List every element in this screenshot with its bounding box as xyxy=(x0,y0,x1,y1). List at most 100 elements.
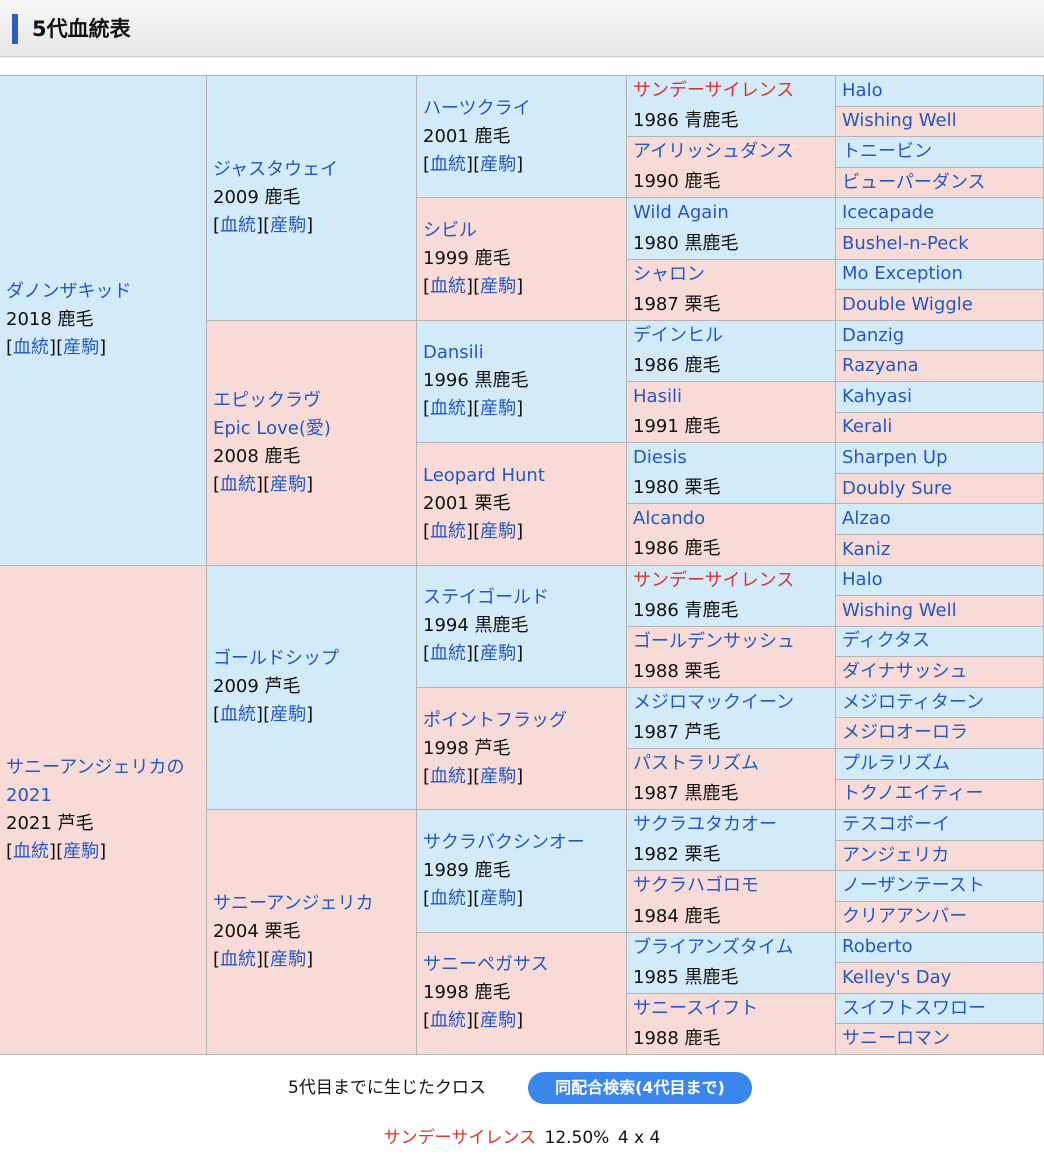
horse-name[interactable]: メジロマックイーン xyxy=(633,691,795,713)
horse-name[interactable]: サニースイフト xyxy=(633,997,759,1019)
horse-name[interactable]: Dansili xyxy=(423,342,484,364)
horse-name[interactable]: Danzig xyxy=(842,324,905,346)
link[interactable]: 血統 xyxy=(220,473,257,495)
horse-name[interactable]: サクラユタカオー xyxy=(633,814,777,836)
horse-name[interactable]: ハーツクライ xyxy=(423,97,531,119)
link[interactable]: 産駒 xyxy=(63,840,100,862)
horse-name[interactable]: シャロン xyxy=(633,263,705,285)
link[interactable]: 産駒 xyxy=(480,887,517,909)
pedigree-cell: サニーペガサス 1998 鹿毛 [血統][産駒] xyxy=(416,931,627,1055)
horse-name[interactable]: トニービン xyxy=(842,140,932,162)
link[interactable]: 産駒 xyxy=(270,949,307,971)
horse-name[interactable]: Halo xyxy=(842,79,883,101)
horse-name[interactable]: Doubly Sure xyxy=(842,477,952,499)
horse-name[interactable]: ゴールデンサッシュ xyxy=(633,630,795,652)
link[interactable]: 血統 xyxy=(430,887,467,909)
horse-name[interactable]: クリアアンバー xyxy=(842,905,968,927)
horse-name[interactable]: サクラバクシンオー xyxy=(423,831,585,853)
horse-name[interactable]: Razyana xyxy=(842,355,919,377)
horse-alt-name[interactable]: Epic Love(愛) xyxy=(213,417,331,439)
link[interactable]: 産駒 xyxy=(270,704,307,726)
horse-name[interactable]: サニーペガサス xyxy=(423,954,549,976)
horse-name[interactable]: ノーザンテースト xyxy=(842,875,985,897)
horse-name[interactable]: Icecapade xyxy=(842,202,935,224)
link[interactable]: 血統 xyxy=(220,949,257,971)
horse-name[interactable]: ゴールドシップ xyxy=(213,648,339,670)
link[interactable]: 血統 xyxy=(430,520,467,542)
horse-name[interactable]: ポイントフラッグ xyxy=(423,709,567,731)
horse-name[interactable]: シビル xyxy=(423,220,477,242)
link[interactable]: 血統 xyxy=(430,1010,467,1032)
horse-name[interactable]: ディクタス xyxy=(842,630,931,652)
pedigree-cell: ディクタス xyxy=(835,625,1044,658)
horse-name[interactable]: アイリッシュダンス xyxy=(633,141,794,163)
link[interactable]: 産駒 xyxy=(480,765,517,787)
horse-name[interactable]: Kahyasi xyxy=(842,385,912,407)
horse-name[interactable]: ダイナサッシュ xyxy=(842,661,968,683)
horse-name[interactable]: スイフトスワロー xyxy=(842,997,986,1019)
horse-name[interactable]: Hasili xyxy=(633,385,682,407)
link[interactable]: 産駒 xyxy=(480,276,517,298)
horse-name[interactable]: プルラリズム xyxy=(842,752,950,774)
link[interactable]: 産駒 xyxy=(480,153,517,175)
horse-name[interactable]: サニーアンジェリカの2021 xyxy=(6,756,185,806)
horse-name[interactable]: Sharpen Up xyxy=(842,446,948,468)
horse-name[interactable]: ビューパーダンス xyxy=(842,171,986,193)
horse-name[interactable]: ブライアンズタイム xyxy=(633,936,794,958)
pedigree-cell: Kaniz xyxy=(835,533,1044,566)
horse-name[interactable]: パストラリズム xyxy=(633,753,759,775)
horse-name[interactable]: Wishing Well xyxy=(842,599,957,621)
horse-name[interactable]: ジャスタウェイ xyxy=(213,158,339,180)
link[interactable]: 血統 xyxy=(13,840,50,862)
horse-name[interactable]: Diesis xyxy=(633,447,687,469)
horse-name[interactable]: アンジェリカ xyxy=(842,844,950,866)
horse-name[interactable]: Alcando xyxy=(633,508,706,530)
horse-name[interactable]: デインヒル xyxy=(633,324,723,346)
link[interactable]: 産駒 xyxy=(480,520,517,542)
search-button[interactable]: 同配合検索(4代目まで) xyxy=(528,1072,752,1104)
link[interactable]: 産駒 xyxy=(480,398,517,420)
link[interactable]: 血統 xyxy=(430,765,467,787)
horse-name[interactable]: Leopard Hunt xyxy=(423,464,545,486)
cross-name[interactable]: サンデーサイレンス xyxy=(383,1128,536,1148)
horse-name[interactable]: Wishing Well xyxy=(842,110,957,132)
horse-name[interactable]: Double Wiggle xyxy=(842,293,973,315)
horse-name[interactable]: ステイゴールド xyxy=(423,587,549,609)
horse-name[interactable]: Mo Exception xyxy=(842,263,963,285)
horse-name[interactable]: テスコボーイ xyxy=(842,814,950,836)
link[interactable]: 血統 xyxy=(430,643,467,665)
horse-name[interactable]: エピックラヴ xyxy=(213,389,321,411)
horse-name[interactable]: Bushel-n-Peck xyxy=(842,232,969,254)
link[interactable]: 産駒 xyxy=(270,214,307,236)
horse-name[interactable]: サンデーサイレンス xyxy=(633,80,795,102)
link[interactable]: 産駒 xyxy=(480,1010,517,1032)
horse-name[interactable]: ダノンザキッド xyxy=(6,281,132,303)
link[interactable]: 血統 xyxy=(220,704,257,726)
link[interactable]: 産駒 xyxy=(480,643,517,665)
horse-name[interactable]: サニーアンジェリカ xyxy=(213,893,374,915)
horse-name[interactable]: Alzao xyxy=(842,508,891,530)
link[interactable]: 産駒 xyxy=(63,337,100,359)
horse-name[interactable]: Roberto xyxy=(842,936,913,958)
horse-name[interactable]: サンデーサイレンス xyxy=(633,569,795,591)
link[interactable]: 産駒 xyxy=(270,473,307,495)
horse-name[interactable]: Kaniz xyxy=(842,538,891,560)
link[interactable]: 血統 xyxy=(430,276,467,298)
horse-name[interactable]: メジロティターン xyxy=(842,691,985,713)
link[interactable]: 血統 xyxy=(430,398,467,420)
horse-name[interactable]: Halo xyxy=(842,569,883,591)
horse-name[interactable]: メジロオーロラ xyxy=(842,722,968,744)
horse-name[interactable]: サニーロマン xyxy=(842,1028,950,1050)
cross-row: サンデーサイレンス 12.50% 4 x 4 xyxy=(0,1124,1044,1152)
cross-bar: 5代目までに生じたクロス 同配合検索(4代目まで) xyxy=(0,1070,1044,1106)
horse-name[interactable]: サクラハゴロモ xyxy=(633,875,759,897)
horse-name[interactable]: Kelley's Day xyxy=(842,967,952,989)
horse-name[interactable]: Kerali xyxy=(842,416,893,438)
horse-name[interactable]: Wild Again xyxy=(633,202,729,224)
bracket: ] xyxy=(466,1010,474,1032)
horse-name[interactable]: トクノエイティー xyxy=(842,783,984,805)
link[interactable]: 血統 xyxy=(220,214,257,236)
link[interactable]: 血統 xyxy=(13,337,50,359)
bracket: ] xyxy=(516,153,524,175)
link[interactable]: 血統 xyxy=(430,153,467,175)
